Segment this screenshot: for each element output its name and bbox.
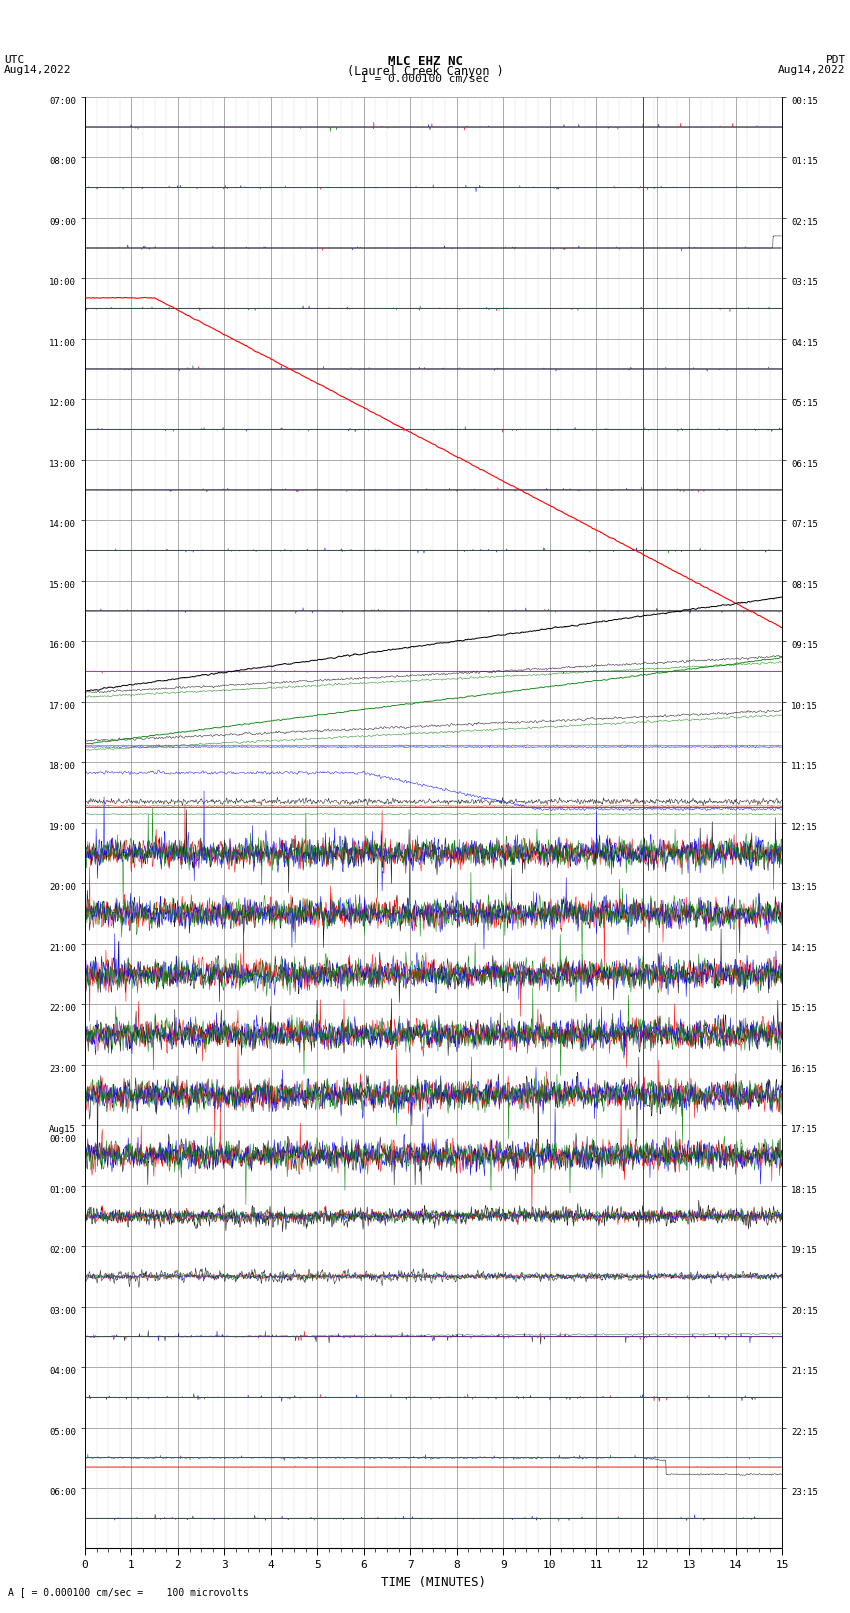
Text: Aug14,2022: Aug14,2022 [779,65,846,74]
X-axis label: TIME (MINUTES): TIME (MINUTES) [381,1576,486,1589]
Text: A [ = 0.000100 cm/sec =    100 microvolts: A [ = 0.000100 cm/sec = 100 microvolts [8,1587,249,1597]
Text: (Laurel Creek Canyon ): (Laurel Creek Canyon ) [347,65,503,77]
Text: UTC: UTC [4,55,25,65]
Text: Aug14,2022: Aug14,2022 [4,65,71,74]
Text: PDT: PDT [825,55,846,65]
Text: MLC EHZ NC: MLC EHZ NC [388,55,462,68]
Text: I = 0.000100 cm/sec: I = 0.000100 cm/sec [361,74,489,84]
